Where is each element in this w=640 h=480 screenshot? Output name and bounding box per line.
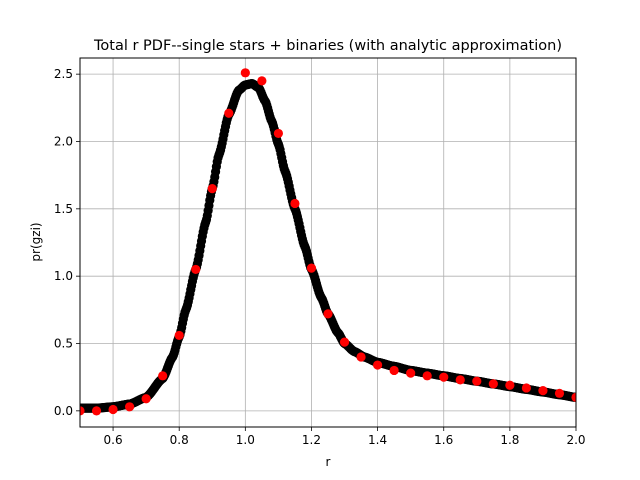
data-point — [505, 380, 515, 390]
y-axis-label: pr(gzi) — [29, 222, 43, 261]
grid — [80, 58, 577, 427]
data-point — [538, 386, 548, 396]
x-tick-label: 2.0 — [566, 433, 585, 447]
x-tick-label: 1.4 — [368, 433, 387, 447]
data-point — [191, 264, 201, 275]
data-point — [521, 383, 532, 393]
data-point — [406, 368, 416, 378]
data-point — [323, 309, 333, 319]
data-point — [488, 379, 498, 389]
y-tick-label: 1.0 — [54, 269, 73, 283]
x-axis-label: r — [326, 455, 331, 469]
plot-frame — [79, 57, 577, 428]
x-tick-label: 0.6 — [104, 433, 123, 447]
data-point — [91, 406, 102, 416]
data-point — [339, 337, 350, 347]
data-point — [571, 392, 576, 402]
series-analytic — [80, 78, 576, 413]
y-tick-label: 1.5 — [54, 202, 73, 216]
x-tick-label: 1.6 — [434, 433, 453, 447]
data-point — [554, 388, 565, 398]
data-point — [141, 394, 151, 404]
data-point — [273, 128, 283, 139]
data-point — [108, 404, 118, 415]
x-axis: 0.6 0.8 1.0 1.2 1.4 1.6 1.8 2.0 — [104, 427, 586, 447]
y-tick-label: 2.0 — [54, 134, 73, 148]
x-tick-label: 0.8 — [170, 433, 189, 447]
chart-title: Total r PDF--single stars + binaries (wi… — [93, 38, 562, 54]
data-point — [306, 263, 317, 273]
data-point — [224, 108, 234, 118]
data-point — [174, 330, 184, 341]
data-point — [240, 68, 250, 78]
data-point — [389, 365, 399, 376]
data-point — [373, 360, 383, 370]
series-model — [80, 68, 576, 416]
data-point — [80, 406, 85, 416]
data-point — [290, 198, 300, 209]
x-tick-label: 1.0 — [236, 433, 255, 447]
y-axis: 0.0 0.5 1.0 1.5 2.0 2.5 — [54, 67, 80, 418]
data-point — [455, 375, 465, 385]
y-tick-label: 0.0 — [54, 404, 73, 418]
data-point — [422, 371, 432, 381]
data-point — [158, 371, 168, 381]
x-tick-label: 1.8 — [500, 433, 519, 447]
data-point — [472, 376, 482, 386]
y-tick-label: 0.5 — [54, 337, 73, 351]
data-point — [439, 372, 449, 382]
data-point — [207, 184, 217, 194]
data-point — [356, 352, 366, 362]
data-point — [257, 76, 267, 86]
x-tick-label: 1.2 — [302, 433, 321, 447]
data-point — [125, 402, 135, 412]
y-tick-label: 2.5 — [54, 67, 73, 81]
